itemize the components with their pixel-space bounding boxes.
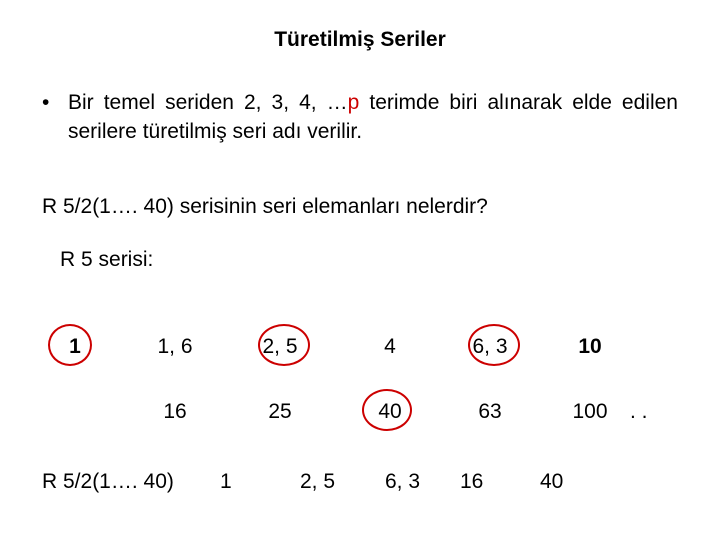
row2-val: 16 bbox=[145, 400, 205, 424]
row1-val: 1, 6 bbox=[145, 335, 205, 359]
bullet-text-1: Bir temel seriden 2, 3, 4, … bbox=[68, 91, 348, 114]
row1-val: 4 bbox=[360, 335, 420, 359]
row2-val: 63 bbox=[460, 400, 520, 424]
question-line: R 5/2(1…. 40) serisinin seri elemanları … bbox=[42, 195, 488, 219]
row2-val: 100 bbox=[560, 400, 620, 424]
page-title: Türetilmiş Seriler bbox=[0, 0, 720, 52]
result-val: 16 bbox=[460, 470, 483, 494]
result-val: 40 bbox=[540, 470, 563, 494]
bullet-dot: • bbox=[42, 88, 49, 117]
result-label: R 5/2(1…. 40) bbox=[42, 470, 174, 494]
highlight-circle bbox=[48, 324, 92, 366]
r5-label: R 5 serisi: bbox=[60, 248, 153, 272]
highlight-circle bbox=[468, 324, 520, 366]
result-val: 1 bbox=[220, 470, 232, 494]
bullet-p: p bbox=[348, 91, 360, 114]
result-val: 2, 5 bbox=[300, 470, 335, 494]
row2-val: 25 bbox=[250, 400, 310, 424]
result-val: 6, 3 bbox=[385, 470, 420, 494]
row2-tail: . . bbox=[630, 400, 648, 424]
highlight-circle bbox=[362, 389, 412, 431]
highlight-circle bbox=[258, 324, 310, 366]
row1-val: 10 bbox=[560, 335, 620, 359]
bullet-paragraph: • Bir temel seriden 2, 3, 4, …p terimde … bbox=[42, 88, 678, 147]
